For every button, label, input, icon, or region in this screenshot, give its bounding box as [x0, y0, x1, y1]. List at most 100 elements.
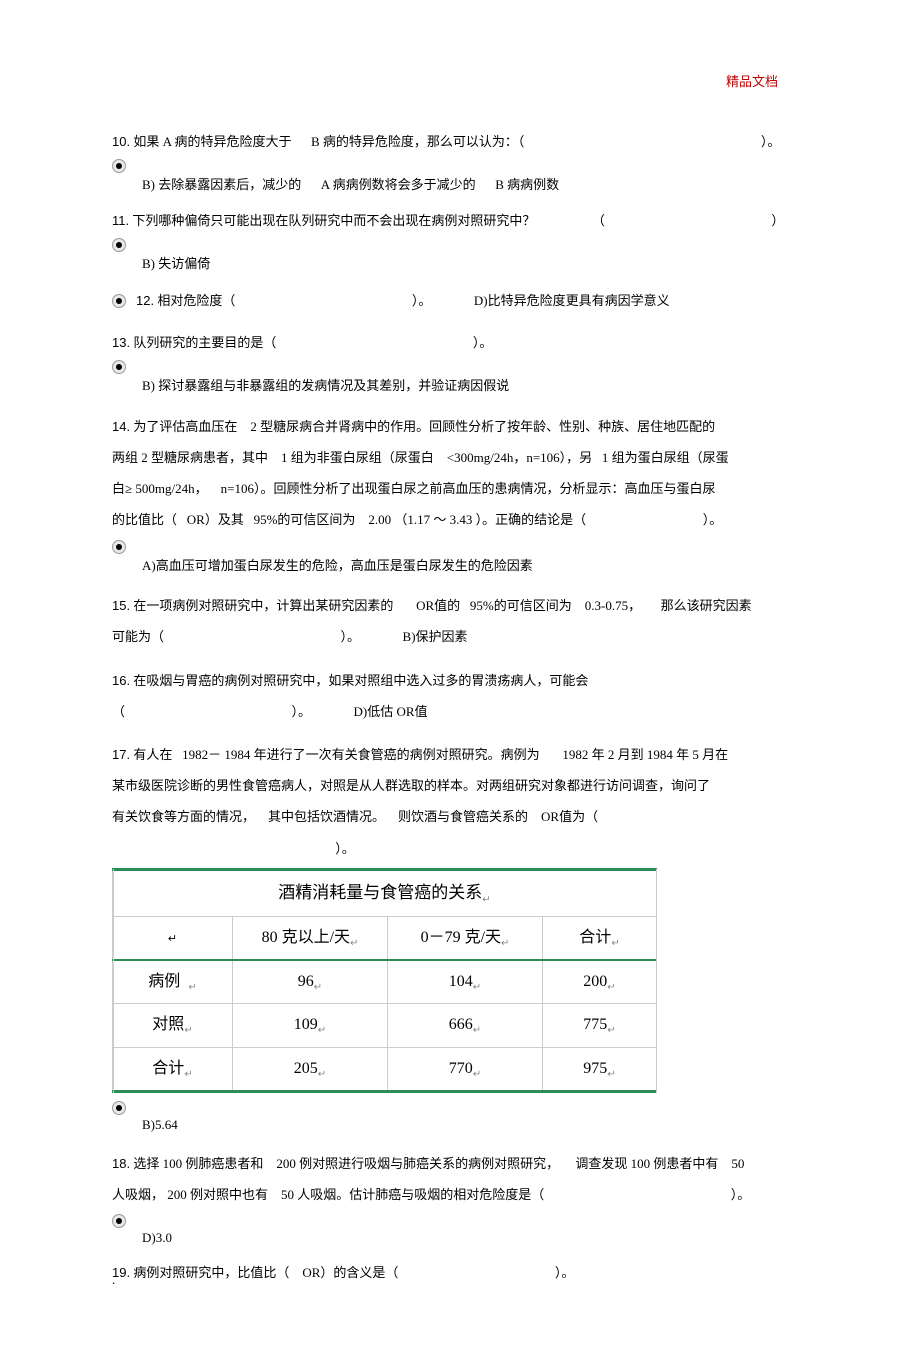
- question-15: 15. 在一项病例对照研究中，计算出某研究因素的 OR值的 95%的可信区间为 …: [112, 590, 808, 652]
- text-segment: ）。: [761, 134, 781, 149]
- answer-text-line: B) 失访偏倚: [142, 252, 808, 277]
- table-cell: 合计↵: [113, 1047, 233, 1091]
- table-row: 合计↵ 205↵ 770↵ 975↵: [113, 1047, 657, 1091]
- cell-marker: ↵: [473, 1026, 481, 1037]
- question-number: 13.: [112, 335, 130, 350]
- answer-text: B) 失访偏倚: [142, 256, 210, 271]
- text-segment: 0.3-0.75，: [585, 598, 641, 613]
- answer-text-line: A)高血压可增加蛋白尿发生的危险，高血压是蛋白尿发生的危险因素: [142, 554, 808, 579]
- text-segment: ）。: [555, 1265, 575, 1280]
- cell-text: 96: [298, 973, 314, 990]
- footer-dot: .: [112, 1272, 115, 1288]
- text-segment: 1 组为蛋白尿组（尿蛋: [602, 450, 729, 465]
- cell-text: 对照: [152, 1016, 184, 1033]
- text-segment: ）。: [473, 335, 493, 350]
- header-watermark: 精品文档: [726, 71, 778, 90]
- text-segment: 2 型糖尿病合并肾病中的作用。回顾性分析了按年龄、性别、种族、居住地匹配的: [250, 419, 715, 434]
- radio-selected-icon[interactable]: [112, 360, 126, 374]
- text-segment: 200 例对照进行吸烟与肺癌关系的病例对照研究，: [276, 1156, 559, 1171]
- text-segment: 1982－ 1984 年进行了一次有关食管癌的病例对照研究。病例为: [182, 747, 540, 762]
- text-segment: <300mg/24h，n=106），另: [447, 450, 592, 465]
- radio-selected-icon[interactable]: [112, 294, 126, 308]
- text-segment: 95%的可信区间为: [470, 598, 572, 613]
- cell-marker: ↵: [318, 1026, 326, 1037]
- cell-marker: ↵: [184, 1026, 192, 1037]
- table-cell: 775↵: [543, 1004, 657, 1047]
- answer-text-line: B) 去除暴露因素后，减少的 A 病病例数将会多于减少的 B 病病例数: [142, 173, 808, 198]
- cell-text: 975: [583, 1060, 607, 1077]
- text-segment: B 病的特异危险度，那么可以认为：（: [311, 134, 524, 149]
- table-header-cell: 合计↵: [543, 916, 657, 960]
- question-17: 17. 有人在 1982－ 1984 年进行了一次有关食管癌的病例对照研究。病例…: [112, 739, 808, 1136]
- table-cell: 96↵: [233, 960, 388, 1004]
- cell-marker: ↵: [314, 982, 322, 993]
- text-segment: ）。: [412, 293, 432, 308]
- text-segment: 可能为（: [112, 629, 164, 644]
- question-number: 16.: [112, 673, 130, 688]
- table-cell: 975↵: [543, 1047, 657, 1091]
- radio-selected-icon[interactable]: [112, 540, 126, 554]
- table-cell: 205↵: [233, 1047, 388, 1091]
- cell-marker: ↵: [168, 933, 177, 945]
- table-header-row: ↵ 80 克以上/天↵ 0－79 克/天↵ 合计↵: [113, 916, 657, 960]
- text-segment: ）。: [335, 841, 355, 856]
- answer-text: A)高血压可增加蛋白尿发生的危险，高血压是蛋白尿发生的危险因素: [142, 558, 533, 573]
- question-number: 11.: [112, 213, 129, 228]
- table-corner-cell: ↵: [113, 916, 233, 960]
- cell-marker: ↵: [501, 938, 509, 949]
- radio-selected-icon[interactable]: [112, 238, 126, 252]
- text-segment: 人吸烟， 200 例对照中也有: [112, 1187, 268, 1202]
- text-segment: 如果 A 病的特异危险度大于: [133, 134, 291, 149]
- text-segment: 1 组为非蛋白尿组（尿蛋白: [281, 450, 434, 465]
- radio-selected-icon[interactable]: [112, 159, 126, 173]
- text-segment: 选择 100 例肺癌患者和: [133, 1156, 263, 1171]
- text-segment: 病例对照研究中，比值比（: [133, 1265, 289, 1280]
- radio-selected-icon[interactable]: [112, 1214, 126, 1228]
- question-number: 18.: [112, 1156, 130, 1171]
- answer-row: [112, 360, 808, 374]
- cell-text: 合计: [152, 1060, 184, 1077]
- text-segment: ）。: [703, 512, 723, 527]
- cell-text: 109: [294, 1016, 318, 1033]
- cell-text: 205: [294, 1060, 318, 1077]
- text-segment: 其中包括饮酒情况。: [268, 809, 385, 824]
- table-title: 酒精消耗量与食管癌的关系: [278, 883, 482, 902]
- question-18-text: 18. 选择 100 例肺癌患者和 200 例对照进行吸烟与肺癌关系的病例对照研…: [112, 1148, 808, 1210]
- cell-text: 666: [449, 1016, 473, 1033]
- question-16-text: 16. 在吸烟与胃癌的病例对照研究中，如果对照组中选入过多的胃溃疡病人，可能会 …: [112, 665, 808, 727]
- cell-text: 775: [583, 1016, 607, 1033]
- cell-marker: ↵: [607, 982, 615, 993]
- question-12: 12. 相对危险度（ ）。 D)比特异危险度更具有病因学意义: [112, 289, 808, 314]
- cell-marker: ↵: [318, 1069, 326, 1080]
- paren: （: [112, 704, 125, 719]
- question-19-text: 19. 病例对照研究中，比值比（ OR）的含义是（ ）。: [112, 1261, 808, 1286]
- table-cell: 104↵: [388, 960, 543, 1004]
- cell-marker: ↵: [607, 1069, 615, 1080]
- cell-marker: ↵: [188, 982, 196, 993]
- header-text: 合计: [579, 929, 611, 946]
- text-segment: 的比值比（: [112, 512, 177, 527]
- text-segment: 队列研究的主要目的是（: [133, 335, 276, 350]
- paren: （: [592, 213, 605, 228]
- text-segment: 相对危险度（: [157, 293, 235, 308]
- document-body: 10. 如果 A 病的特异危险度大于 B 病的特异危险度，那么可以认为：（ ）。…: [112, 130, 808, 1286]
- question-number: 17.: [112, 747, 130, 762]
- cell-text: 104: [449, 973, 473, 990]
- table-cell: 对照↵: [113, 1004, 233, 1047]
- text-segment: 为了评估高血压在: [133, 419, 237, 434]
- question-18: 18. 选择 100 例肺癌患者和 200 例对照进行吸烟与肺癌关系的病例对照研…: [112, 1148, 808, 1249]
- text-segment: 下列哪种偏倚只可能出现在队列研究中而不会出现在病例对照研究中？: [132, 213, 535, 228]
- text-segment: 50 人吸烟。估计肺癌与吸烟的相对危险度是（: [281, 1187, 544, 1202]
- question-19: 19. 病例对照研究中，比值比（ OR）的含义是（ ）。: [112, 1261, 808, 1286]
- table-cell: 200↵: [543, 960, 657, 1004]
- answer-row: [112, 238, 808, 252]
- text-segment: 某市级医院诊断的男性食管癌病人，对照是从人群选取的样本。对两组研究对象都进行访问…: [112, 778, 710, 793]
- cell-text: 200: [583, 973, 607, 990]
- question-16: 16. 在吸烟与胃癌的病例对照研究中，如果对照组中选入过多的胃溃疡病人，可能会 …: [112, 665, 808, 727]
- table-header-cell: 80 克以上/天↵: [233, 916, 388, 960]
- cell-marker: ↵: [350, 938, 358, 949]
- table-title-cell: 酒精消耗量与食管癌的关系↵: [113, 869, 657, 916]
- paren-end: ）。: [292, 704, 312, 719]
- question-14-text: 14. 为了评估高血压在 2 型糖尿病合并肾病中的作用。回顾性分析了按年龄、性别…: [112, 411, 808, 536]
- radio-selected-icon[interactable]: [112, 1101, 126, 1115]
